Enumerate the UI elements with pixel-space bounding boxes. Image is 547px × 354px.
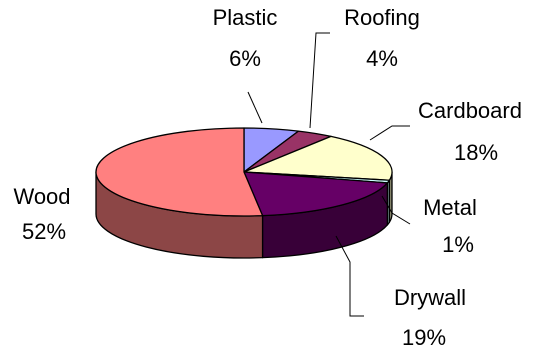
slice-percent-label-wood: 52% — [22, 219, 66, 244]
slice-percent-label-metal: 1% — [442, 232, 474, 257]
slice-name-label-wood: Wood — [13, 184, 70, 209]
pie-slice-wood — [95, 127, 264, 217]
pie-slice-cardboard — [243, 135, 393, 181]
leader-line-roofing — [309, 32, 330, 129]
leader-line-cardboard — [369, 125, 410, 141]
pie-slice-drywall — [243, 171, 388, 217]
slice-percent-label-plastic: 6% — [229, 46, 261, 71]
pie-top — [95, 127, 393, 217]
slice-percent-label-cardboard: 18% — [454, 140, 498, 165]
slice-labels: Plastic 6% Roofing 4% Cardboard 18% Metal 1% Dry… — [13, 5, 522, 350]
slice-name-label-roofing: Roofing — [344, 5, 420, 30]
slice-percent-label-drywall: 19% — [402, 325, 446, 350]
leader-line-drywall — [335, 235, 364, 317]
leader-line-plastic — [247, 91, 263, 124]
slice-name-label-cardboard: Cardboard — [418, 98, 522, 123]
slice-name-label-metal: Metal — [423, 195, 477, 220]
leader-lines — [247, 32, 411, 317]
slice-percent-label-roofing: 4% — [366, 46, 398, 71]
slice-name-label-drywall: Drywall — [394, 285, 466, 310]
leader-line-metal — [381, 195, 411, 225]
slice-name-label-plastic: Plastic — [213, 5, 278, 30]
